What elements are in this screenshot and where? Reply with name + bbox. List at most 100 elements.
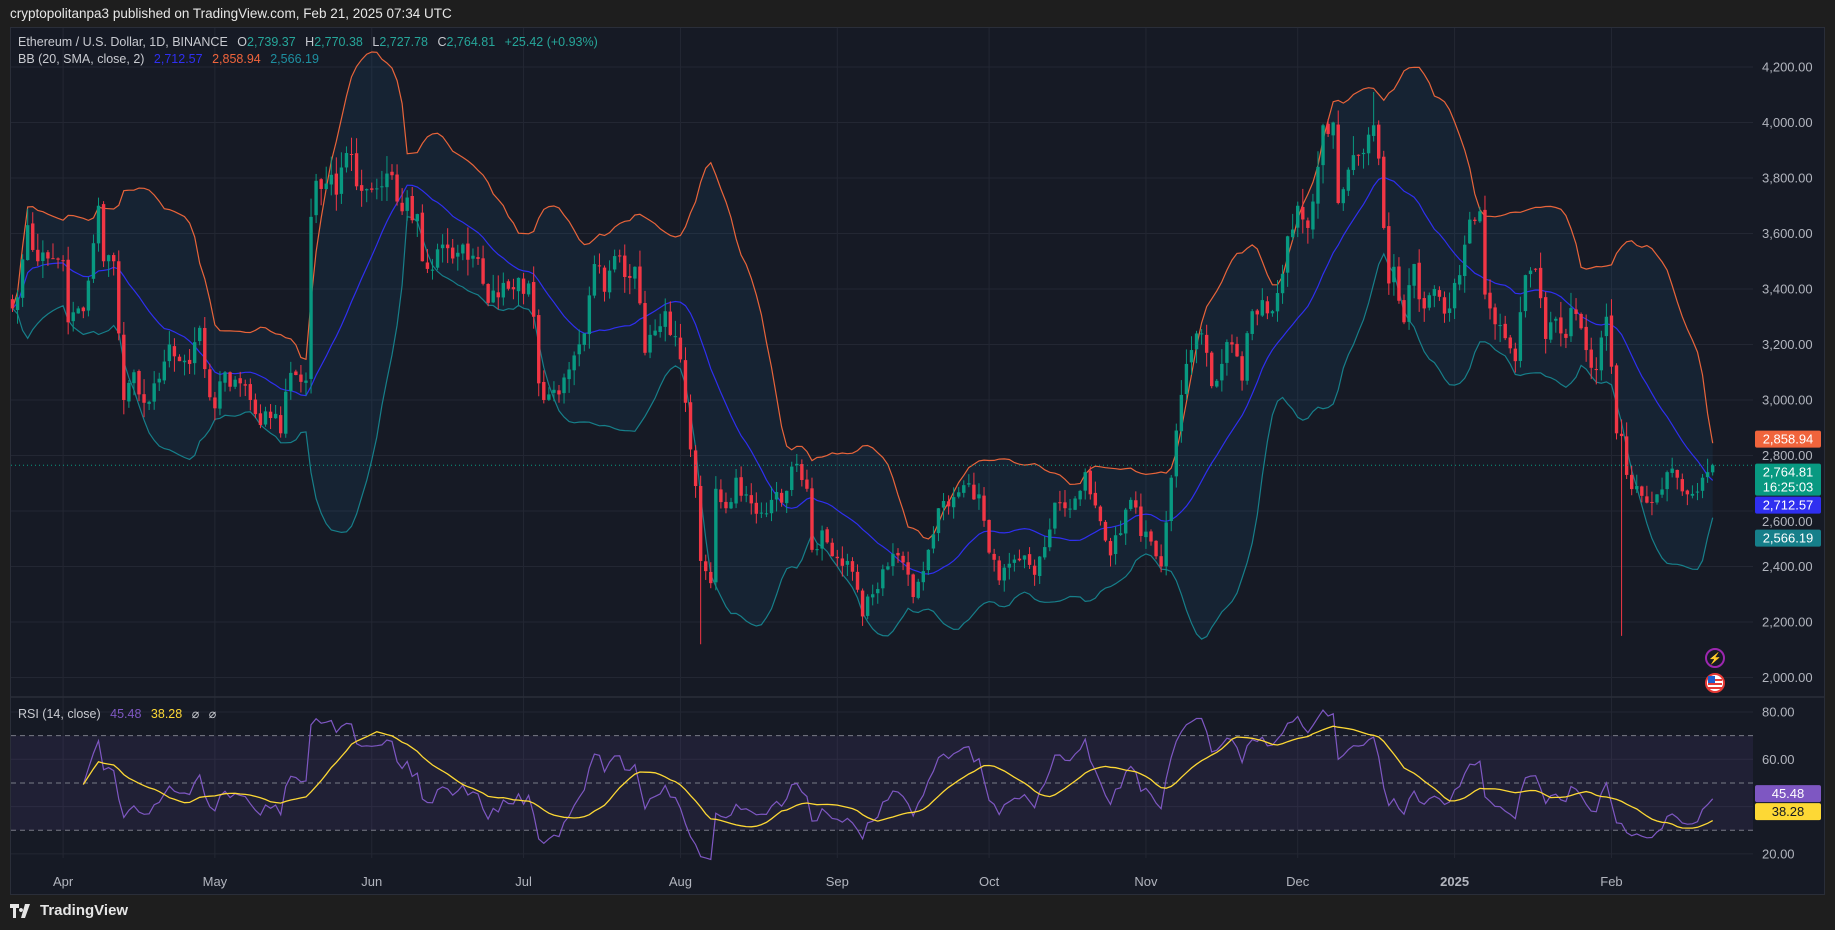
bb-fill xyxy=(12,52,1713,640)
candle-body xyxy=(147,401,151,404)
candle-body xyxy=(1022,555,1027,560)
candle xyxy=(1660,477,1664,498)
us-flag-event-icon[interactable] xyxy=(1705,673,1725,693)
candle xyxy=(749,483,753,515)
candle-body xyxy=(61,260,65,262)
candle xyxy=(1012,554,1017,572)
candle-body xyxy=(906,562,910,575)
bb-legend[interactable]: BB (20, SMA, close, 2) 2,712.57 2,858.94… xyxy=(18,52,325,66)
candle-body xyxy=(582,333,586,345)
candle xyxy=(248,378,253,411)
candle-body xyxy=(405,197,409,211)
chart-panel[interactable] xyxy=(10,27,1825,895)
candle-body xyxy=(865,596,870,616)
candle-body xyxy=(1285,236,1290,273)
candle-body xyxy=(1432,289,1437,296)
candle-body xyxy=(1685,490,1690,495)
candle-body xyxy=(1179,394,1184,432)
candle-body xyxy=(1103,521,1108,541)
low-label: L xyxy=(372,35,380,49)
rsi-label-box xyxy=(1755,785,1821,803)
rsi-line xyxy=(82,709,1714,861)
candle xyxy=(1382,150,1386,230)
candle xyxy=(1508,334,1512,354)
candle xyxy=(1336,110,1340,205)
candle xyxy=(1589,337,1593,380)
candle xyxy=(1341,187,1345,211)
candle xyxy=(537,309,541,397)
candle-body xyxy=(1083,472,1087,491)
candle-body xyxy=(820,530,824,549)
candle xyxy=(1387,212,1391,295)
change-value: +25.42 (+0.93%) xyxy=(504,35,598,49)
candle-body xyxy=(1048,529,1052,548)
candle-body xyxy=(375,188,379,190)
candle-body xyxy=(1665,472,1669,490)
candle-body xyxy=(228,372,232,387)
bb-upper-label-box xyxy=(1755,430,1821,448)
candle xyxy=(451,238,455,264)
candle xyxy=(921,561,925,591)
candle-body xyxy=(1068,508,1072,510)
candle xyxy=(1670,457,1674,478)
candle-body xyxy=(344,153,349,168)
candle-body xyxy=(1129,499,1133,509)
candle xyxy=(112,252,116,276)
candle-body xyxy=(779,492,784,503)
candle-body xyxy=(967,483,971,485)
candle-body xyxy=(1518,312,1523,361)
candle xyxy=(1159,544,1163,573)
candle-body xyxy=(1579,313,1583,329)
rsi-tick-label: 20.00 xyxy=(1762,846,1795,861)
candle xyxy=(1154,540,1158,560)
rsi-legend[interactable]: RSI (14, close) 45.48 38.28 ⌀ ⌀ xyxy=(18,706,222,721)
time-tick-label: Dec xyxy=(1286,874,1310,889)
candle xyxy=(1685,489,1690,506)
candle-body xyxy=(1351,155,1356,171)
price-tick-label: 4,000.00 xyxy=(1762,115,1813,130)
candle-body xyxy=(1134,500,1138,508)
candle xyxy=(1103,520,1108,543)
candle-body xyxy=(273,413,278,419)
candle xyxy=(840,546,845,577)
candle xyxy=(1437,286,1442,301)
candle-body xyxy=(506,281,511,289)
rsi-tick-label: 60.00 xyxy=(1762,752,1795,767)
candle-body xyxy=(800,464,804,481)
candle-body xyxy=(1270,311,1275,314)
candle-body xyxy=(1290,229,1295,238)
candle-body xyxy=(1402,300,1406,323)
candle xyxy=(66,246,70,335)
candle xyxy=(20,254,25,307)
candle-body xyxy=(420,212,425,262)
candle-body xyxy=(521,278,526,294)
na-value: ⌀ xyxy=(191,707,200,721)
candle-body xyxy=(1670,468,1674,473)
candle xyxy=(1063,490,1067,517)
candle xyxy=(10,294,15,312)
lightning-event-icon[interactable]: ⚡ xyxy=(1705,648,1725,668)
candle xyxy=(1027,547,1032,569)
candle xyxy=(1285,235,1290,287)
time-tick-label: Oct xyxy=(979,874,1000,889)
tradingview-logo[interactable]: TradingView xyxy=(10,902,128,919)
candle-body xyxy=(1361,152,1366,155)
candle-body xyxy=(1215,380,1219,387)
candle xyxy=(845,553,850,576)
candle xyxy=(1604,303,1609,351)
candle-body xyxy=(916,581,920,598)
candle xyxy=(1073,496,1077,511)
candle xyxy=(962,480,966,498)
bb-upper-label-text: 2,858.94 xyxy=(1763,432,1814,447)
candle-body xyxy=(1690,493,1695,496)
candle-body xyxy=(825,529,829,543)
candle-body xyxy=(840,558,845,566)
candle-body xyxy=(1397,266,1401,301)
candle-body xyxy=(1589,349,1593,368)
bb-lower-value: 2,566.19 xyxy=(270,52,319,66)
candle xyxy=(481,245,485,286)
candle xyxy=(1301,188,1305,234)
candle-body xyxy=(390,171,394,176)
candle-body xyxy=(1027,554,1032,565)
